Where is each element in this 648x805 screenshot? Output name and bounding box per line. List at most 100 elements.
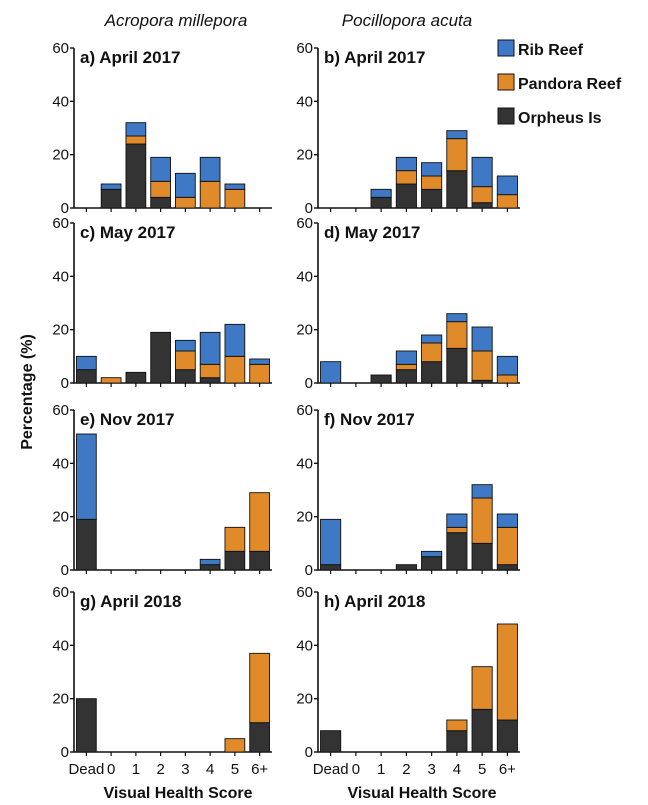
bar-orpheus-is [496,564,518,571]
y-tick-label: 40 [296,637,313,654]
bar-rib-reef [320,361,342,384]
bar-rib-reef [395,156,417,172]
bar-rib-reef [150,156,171,182]
bar-orpheus-is [224,550,246,571]
bar-pandora-reef [175,196,196,209]
bar-orpheus-is [446,170,468,209]
panel-1: 0 20 40 60 b) April 2017 [296,40,520,217]
bar-orpheus-is [76,698,97,753]
legend-label-orpheus-is: Orpheus Is [518,110,602,127]
x-tick-label: Dead [68,761,104,778]
y-tick-label: 0 [305,744,313,761]
bar-pandora-reef [446,321,468,349]
x-tick-label: 6+ [499,761,516,778]
bar-pandora-reef [496,526,518,566]
x-tick-label: 0 [352,761,360,778]
bar-orpheus-is [421,188,443,209]
bar-pandora-reef [471,186,493,204]
bar-rib-reef [395,350,417,365]
bar-orpheus-is [76,518,97,571]
bar-orpheus-is [199,377,221,384]
y-tick-label: 0 [61,200,69,217]
bar-pandora-reef [125,135,147,145]
x-tick-label: 1 [132,761,140,778]
bar-rib-reef [320,518,342,566]
bar-pandora-reef [446,138,468,172]
y-tick-label: 20 [296,322,313,339]
bar-pandora-reef [199,180,221,209]
x-tick-label: 2 [402,761,410,778]
panel-2: 0 20 40 60 c) May 2017 [52,215,272,392]
bar-pandora-reef [199,363,221,379]
x-tick-label: 3 [427,761,435,778]
bar-rib-reef [175,172,196,198]
y-tick-label: 40 [296,268,313,285]
bar-pandora-reef [446,526,468,534]
bar-rib-reef [224,183,246,190]
bar-rib-reef [224,323,246,357]
legend-label-pandora-reef: Pandora Reef [518,76,622,93]
y-tick-label: 20 [296,691,313,708]
legend-swatch-pandora-reef [497,73,515,91]
bar-rib-reef [496,175,518,196]
y-tick-label: 20 [52,147,69,164]
bar-rib-reef [125,122,147,137]
bar-pandora-reef [496,194,518,209]
bar-rib-reef [471,326,493,352]
bar-rib-reef [175,339,196,352]
bar-orpheus-is [370,374,392,384]
bar-rib-reef [446,130,468,140]
bar-orpheus-is [421,361,443,384]
bar-pandora-reef [100,377,122,384]
bar-orpheus-is [395,369,417,384]
bar-pandora-reef [496,374,518,384]
bar-orpheus-is [150,196,171,209]
x-tick-label: 2 [156,761,164,778]
bar-orpheus-is [446,730,468,753]
y-tick-label: 40 [52,455,69,472]
y-tick-label: 60 [296,215,313,232]
bar-rib-reef [471,484,493,499]
bar-rib-reef [370,188,392,198]
x-axis-label-right: Visual Health Score [347,785,496,802]
x-tick-label: 5 [231,761,239,778]
column-title-acropora: Acropora millepora [104,11,248,30]
bar-orpheus-is [471,202,493,209]
x-tick-label: 0 [107,761,115,778]
y-tick-label: 20 [52,322,69,339]
bar-orpheus-is [175,369,196,384]
bar-rib-reef [446,313,468,323]
bar-orpheus-is [471,542,493,571]
bar-orpheus-is [496,719,518,753]
y-tick-label: 40 [52,93,69,110]
y-tick-label: 20 [296,147,313,164]
bar-rib-reef [199,156,221,182]
bar-rib-reef [496,355,518,376]
y-tick-label: 20 [296,509,313,526]
x-tick-label: 5 [478,761,486,778]
bar-pandora-reef [150,180,171,198]
bar-orpheus-is [76,369,97,384]
legend-label-rib-reef: Rib Reef [518,42,584,59]
x-tick-label: 3 [181,761,189,778]
bar-orpheus-is [100,188,122,209]
bar-pandora-reef [224,526,246,552]
bar-rib-reef [199,558,221,566]
bar-orpheus-is [421,556,443,571]
bar-orpheus-is [370,196,392,209]
y-tick-label: 60 [296,584,313,601]
x-axis-label-left: Visual Health Score [103,785,252,802]
bar-orpheus-is [125,371,147,384]
x-tick-label: 1 [377,761,385,778]
legend-swatch-rib-reef [497,39,515,57]
bar-rib-reef [249,358,270,365]
bar-pandora-reef [224,738,246,753]
bar-pandora-reef [471,350,493,381]
panel-3: 0 20 40 60 d) May 2017 [296,215,520,392]
y-tick-label: 0 [61,744,69,761]
x-tick-label: 4 [453,761,461,778]
panel-title: h) April 2018 [324,592,425,611]
bar-rib-reef [100,183,122,190]
